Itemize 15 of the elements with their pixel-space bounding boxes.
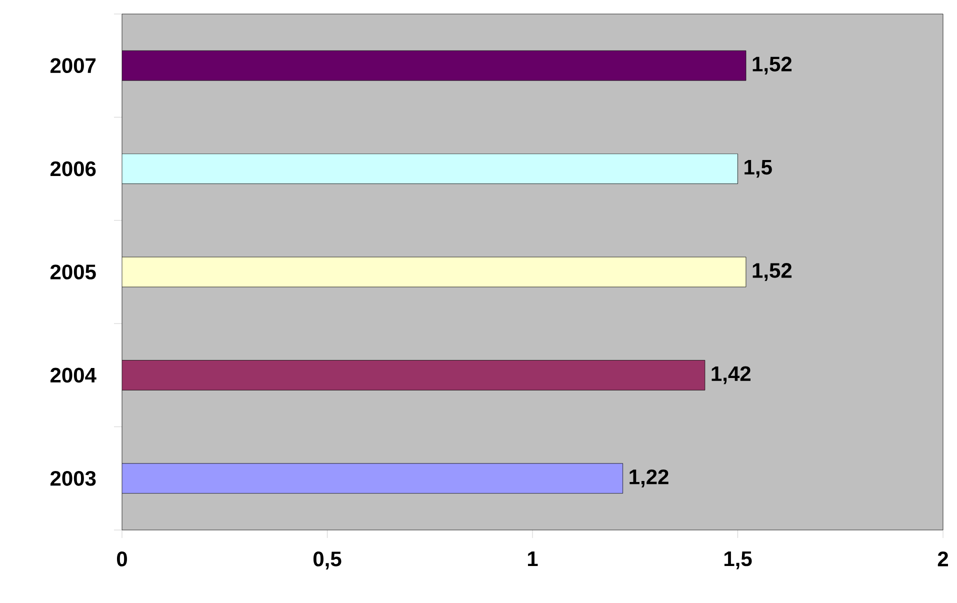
data-label: 1,22 (630, 469, 668, 488)
data-label: 1,42 (712, 366, 750, 384)
y-tick-label: 2003 (50, 470, 96, 486)
data-label: 1,52 (752, 56, 792, 75)
y-tick-label: 2005 (50, 264, 96, 280)
x-tick-label: 1,5 (724, 552, 752, 570)
y-tick-label: 2007 (50, 58, 96, 74)
x-tick-label: 2 (938, 552, 948, 566)
x-tick-label: 0 (116, 552, 127, 566)
data-label: 1,52 (752, 263, 792, 281)
x-tick-label: 0,5 (313, 552, 342, 570)
y-tick-label: 2004 (50, 368, 96, 383)
y-tick-label: 2006 (50, 161, 96, 176)
x-tick-label: 1 (528, 552, 538, 566)
data-label: 1,5 (744, 160, 772, 178)
